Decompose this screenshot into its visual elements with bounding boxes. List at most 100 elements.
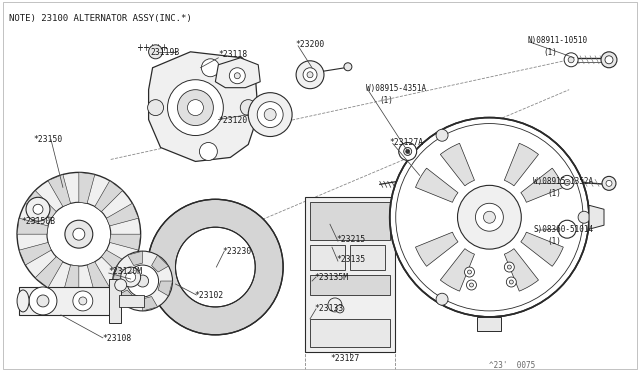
Circle shape bbox=[606, 180, 612, 186]
Circle shape bbox=[436, 167, 449, 179]
Text: *23135M: *23135M bbox=[314, 273, 348, 282]
Circle shape bbox=[17, 172, 141, 296]
Circle shape bbox=[257, 102, 283, 128]
Circle shape bbox=[26, 197, 50, 221]
Text: *23118: *23118 bbox=[218, 50, 248, 59]
Circle shape bbox=[467, 270, 472, 274]
Bar bbox=[118, 295, 143, 307]
Polygon shape bbox=[63, 265, 79, 296]
Text: W)08915-4351A: W)08915-4351A bbox=[366, 84, 426, 93]
Polygon shape bbox=[116, 290, 134, 307]
Wedge shape bbox=[415, 168, 458, 202]
Circle shape bbox=[436, 293, 448, 305]
Bar bbox=[305, 197, 395, 352]
Wedge shape bbox=[521, 168, 563, 202]
Text: W)08915-1352A: W)08915-1352A bbox=[533, 177, 593, 186]
Polygon shape bbox=[17, 218, 48, 234]
Text: *23133: *23133 bbox=[314, 304, 343, 313]
Circle shape bbox=[148, 100, 164, 116]
Circle shape bbox=[404, 147, 412, 155]
Wedge shape bbox=[440, 248, 474, 291]
Circle shape bbox=[578, 211, 590, 223]
Circle shape bbox=[558, 220, 576, 238]
Text: *23150: *23150 bbox=[33, 135, 62, 144]
Polygon shape bbox=[109, 279, 121, 323]
Circle shape bbox=[303, 68, 317, 82]
Circle shape bbox=[560, 175, 574, 189]
Circle shape bbox=[73, 291, 93, 311]
Polygon shape bbox=[79, 172, 95, 203]
Polygon shape bbox=[143, 296, 157, 311]
Circle shape bbox=[564, 53, 578, 67]
Circle shape bbox=[602, 176, 616, 190]
Circle shape bbox=[127, 265, 159, 297]
Circle shape bbox=[328, 298, 342, 312]
Circle shape bbox=[406, 150, 410, 154]
Circle shape bbox=[113, 251, 173, 311]
Bar bbox=[350, 245, 385, 270]
Circle shape bbox=[264, 109, 276, 121]
Text: ^23'  0075: ^23' 0075 bbox=[490, 361, 536, 370]
Polygon shape bbox=[95, 181, 122, 212]
Circle shape bbox=[248, 93, 292, 137]
Circle shape bbox=[344, 63, 352, 71]
Circle shape bbox=[240, 100, 256, 116]
Circle shape bbox=[148, 199, 283, 335]
Circle shape bbox=[234, 73, 240, 79]
Wedge shape bbox=[415, 232, 458, 266]
Circle shape bbox=[47, 202, 111, 266]
Text: (1): (1) bbox=[547, 189, 561, 198]
Polygon shape bbox=[127, 251, 143, 266]
Text: *23120M: *23120M bbox=[109, 267, 143, 276]
Polygon shape bbox=[477, 317, 501, 331]
Circle shape bbox=[458, 185, 522, 249]
Wedge shape bbox=[440, 143, 474, 186]
Text: *23230: *23230 bbox=[222, 247, 252, 256]
Circle shape bbox=[33, 204, 43, 214]
Text: *23135: *23135 bbox=[336, 255, 365, 264]
Circle shape bbox=[121, 267, 141, 287]
Circle shape bbox=[601, 52, 617, 68]
Circle shape bbox=[564, 179, 570, 185]
Circle shape bbox=[465, 267, 474, 277]
Circle shape bbox=[399, 142, 417, 160]
Circle shape bbox=[125, 272, 136, 282]
Circle shape bbox=[202, 59, 220, 77]
Polygon shape bbox=[101, 250, 132, 278]
Text: *23108: *23108 bbox=[103, 334, 132, 343]
Bar bbox=[310, 245, 345, 270]
Polygon shape bbox=[216, 58, 260, 88]
Polygon shape bbox=[158, 281, 173, 296]
Circle shape bbox=[470, 283, 474, 287]
Circle shape bbox=[200, 142, 218, 160]
Text: (1): (1) bbox=[547, 237, 561, 246]
Circle shape bbox=[175, 227, 255, 307]
Text: *23120: *23120 bbox=[218, 116, 248, 125]
Circle shape bbox=[29, 287, 57, 315]
Wedge shape bbox=[504, 248, 538, 291]
Polygon shape bbox=[152, 255, 168, 272]
Circle shape bbox=[605, 56, 613, 64]
Text: (1): (1) bbox=[380, 96, 394, 105]
Circle shape bbox=[509, 280, 513, 284]
Bar bbox=[19, 287, 118, 315]
Polygon shape bbox=[106, 203, 138, 226]
Circle shape bbox=[37, 295, 49, 307]
Bar bbox=[310, 319, 390, 347]
Circle shape bbox=[296, 61, 324, 89]
Text: S)08360-51014: S)08360-51014 bbox=[533, 225, 593, 234]
Circle shape bbox=[148, 45, 163, 59]
Polygon shape bbox=[589, 205, 604, 229]
Circle shape bbox=[137, 275, 148, 287]
Circle shape bbox=[508, 265, 511, 269]
Circle shape bbox=[79, 297, 87, 305]
Circle shape bbox=[568, 57, 574, 63]
Polygon shape bbox=[35, 257, 63, 288]
Circle shape bbox=[467, 280, 476, 290]
Circle shape bbox=[177, 90, 213, 126]
Text: *23102: *23102 bbox=[195, 291, 224, 300]
Circle shape bbox=[483, 211, 495, 223]
Polygon shape bbox=[48, 174, 70, 206]
Text: 23119B: 23119B bbox=[150, 48, 180, 57]
Polygon shape bbox=[113, 266, 127, 281]
